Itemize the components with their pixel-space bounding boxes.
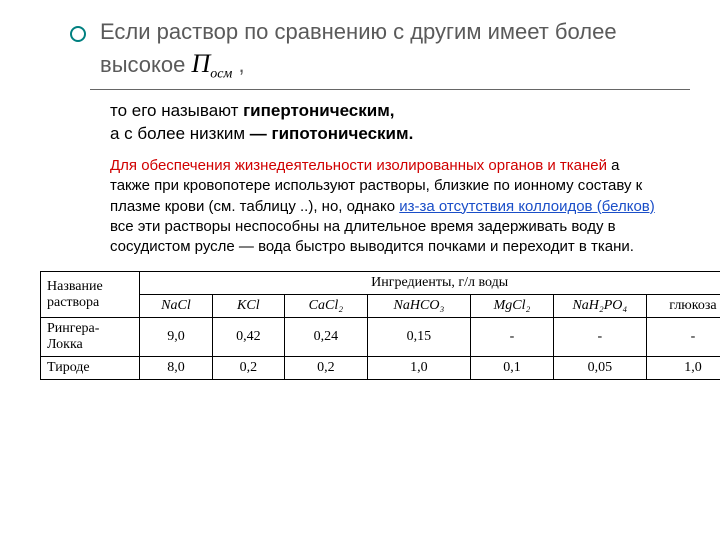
body-highlight-red: Для обеспечения жизнедеятельности изолир… <box>110 157 607 174</box>
heading-text-after: , <box>232 52 244 77</box>
table-cell: 0,2 <box>285 357 368 380</box>
body-paragraph: Для обеспечения жизнедеятельности изолир… <box>110 156 660 257</box>
bullet-icon <box>70 26 86 42</box>
table-cell: 0,15 <box>367 318 470 357</box>
table-header-row-2: NaClKClCaCl₂NaHCO₃MgCl₂NaH₂PO₄глюкоза <box>41 295 720 318</box>
table-row-name: Рингера-Локка <box>41 318 140 357</box>
table-cell: 0,1 <box>471 357 554 380</box>
table-col-header: NaHCO₃ <box>367 295 470 318</box>
table-cell: 0,2 <box>212 357 284 380</box>
table-row: Рингера-Локка9,00,420,240,15--- <box>41 318 720 357</box>
table-cell: 9,0 <box>140 318 212 357</box>
table-col-header: KCl <box>212 295 284 318</box>
table-cell: 0,24 <box>285 318 368 357</box>
formula-symbol: П <box>191 49 210 78</box>
table-cell: - <box>471 318 554 357</box>
body-highlight-blue: из-за отсутствия коллоидов (белков) <box>399 198 654 215</box>
table-col-header: MgCl₂ <box>471 295 554 318</box>
ingredients-table: Название раствора Ингредиенты, г/л воды … <box>40 271 720 380</box>
formula-subscript: осм <box>210 66 232 81</box>
divider <box>90 89 690 90</box>
table-corner: Название раствора <box>41 272 140 318</box>
body-text-4: все эти растворы неспособны на длительно… <box>110 218 634 255</box>
sub-line1a: то его называют <box>110 101 243 120</box>
table-row-name: Тироде <box>41 357 140 380</box>
table-group-header: Ингредиенты, г/л воды <box>140 272 720 295</box>
table-cell: 1,0 <box>367 357 470 380</box>
bullet-row: Если раствор по сравнению с другим имеет… <box>70 18 690 83</box>
table-cell: 0,42 <box>212 318 284 357</box>
table-col-header: глюкоза <box>646 295 720 318</box>
table-cell: - <box>553 318 646 357</box>
table-col-header: NaH₂PO₄ <box>553 295 646 318</box>
sub-line1b: гипертоническим, <box>243 101 394 120</box>
table-cell: 1,0 <box>646 357 720 380</box>
table-row: Тироде8,00,20,21,00,10,051,0 <box>41 357 720 380</box>
sub-line2a: а с более низким <box>110 124 250 143</box>
table-cell: 0,05 <box>553 357 646 380</box>
sub-line2b: — гипотоническим. <box>250 124 414 143</box>
heading: Если раствор по сравнению с другим имеет… <box>100 18 690 83</box>
table-col-header: NaCl <box>140 295 212 318</box>
heading-text-before: Если раствор по сравнению с другим имеет… <box>100 19 617 77</box>
slide: Если раствор по сравнению с другим имеет… <box>0 0 720 390</box>
table-cell: - <box>646 318 720 357</box>
subheading: то его называют гипертоническим, а с бол… <box>110 100 660 146</box>
table-header-row-1: Название раствора Ингредиенты, г/л воды <box>41 272 720 295</box>
table-col-header: CaCl₂ <box>285 295 368 318</box>
table-cell: 8,0 <box>140 357 212 380</box>
